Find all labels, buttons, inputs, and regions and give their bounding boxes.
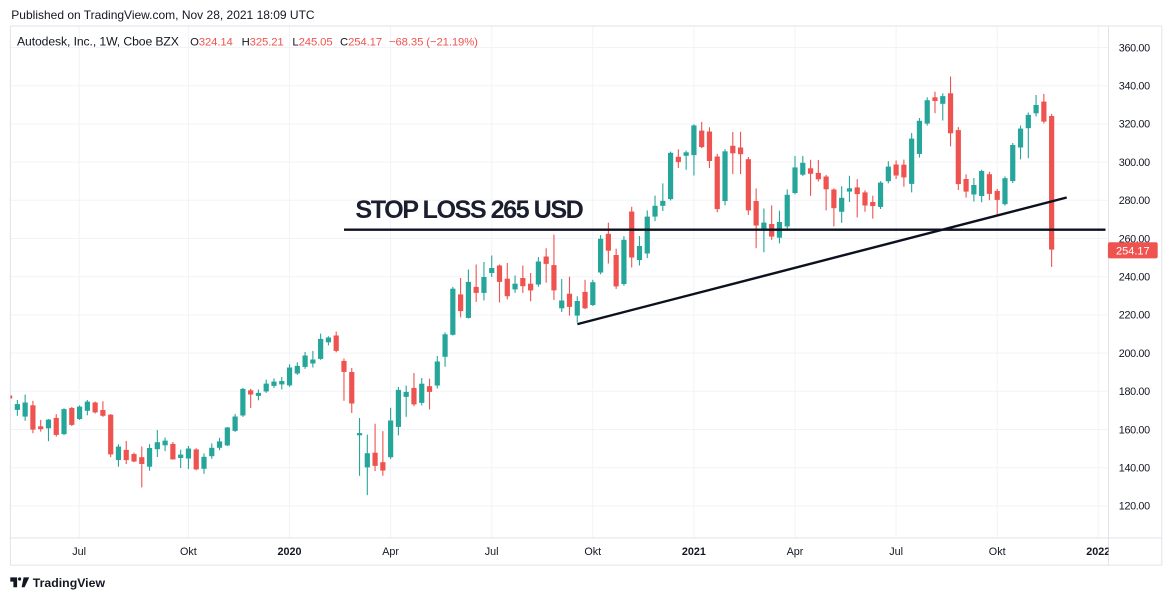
svg-text:Jul: Jul — [72, 546, 86, 558]
svg-text:2022: 2022 — [1086, 546, 1110, 558]
svg-text:−68.35 (−21.19%): −68.35 (−21.19%) — [389, 37, 478, 49]
svg-text:240.00: 240.00 — [1119, 272, 1150, 284]
svg-text:Published on TradingView.com,: Published on TradingView.com, Nov 28, 20… — [11, 8, 315, 22]
svg-text:Jul: Jul — [889, 546, 903, 558]
svg-text:2021: 2021 — [682, 546, 706, 558]
svg-text:TradingView: TradingView — [33, 576, 106, 590]
svg-text:Okt: Okt — [180, 546, 197, 558]
svg-text:H325.21: H325.21 — [242, 37, 284, 49]
svg-text:140.00: 140.00 — [1119, 463, 1150, 475]
svg-text:C254.17: C254.17 — [340, 37, 382, 49]
svg-text:320.00: 320.00 — [1119, 119, 1150, 131]
svg-text:O324.14: O324.14 — [190, 37, 233, 49]
svg-text:Autodesk, Inc., 1W, Cboe BZX: Autodesk, Inc., 1W, Cboe BZX — [17, 35, 179, 49]
svg-text:L245.05: L245.05 — [292, 37, 332, 49]
svg-text:340.00: 340.00 — [1119, 81, 1150, 93]
svg-text:2020: 2020 — [277, 546, 301, 558]
svg-text:Apr: Apr — [787, 546, 804, 558]
svg-text:180.00: 180.00 — [1119, 386, 1150, 398]
svg-text:200.00: 200.00 — [1119, 348, 1150, 360]
svg-text:Okt: Okt — [584, 546, 601, 558]
svg-text:STOP LOSS 265 USD: STOP LOSS 265 USD — [355, 196, 583, 224]
svg-text:160.00: 160.00 — [1119, 424, 1150, 436]
svg-text:280.00: 280.00 — [1119, 195, 1150, 207]
svg-text:Okt: Okt — [989, 546, 1006, 558]
svg-text:360.00: 360.00 — [1119, 42, 1150, 54]
svg-text:120.00: 120.00 — [1119, 501, 1150, 513]
svg-text:Apr: Apr — [382, 546, 399, 558]
svg-text:254.17: 254.17 — [1116, 245, 1150, 257]
svg-text:220.00: 220.00 — [1119, 310, 1150, 322]
svg-text:Jul: Jul — [485, 546, 499, 558]
svg-text:300.00: 300.00 — [1119, 157, 1150, 169]
